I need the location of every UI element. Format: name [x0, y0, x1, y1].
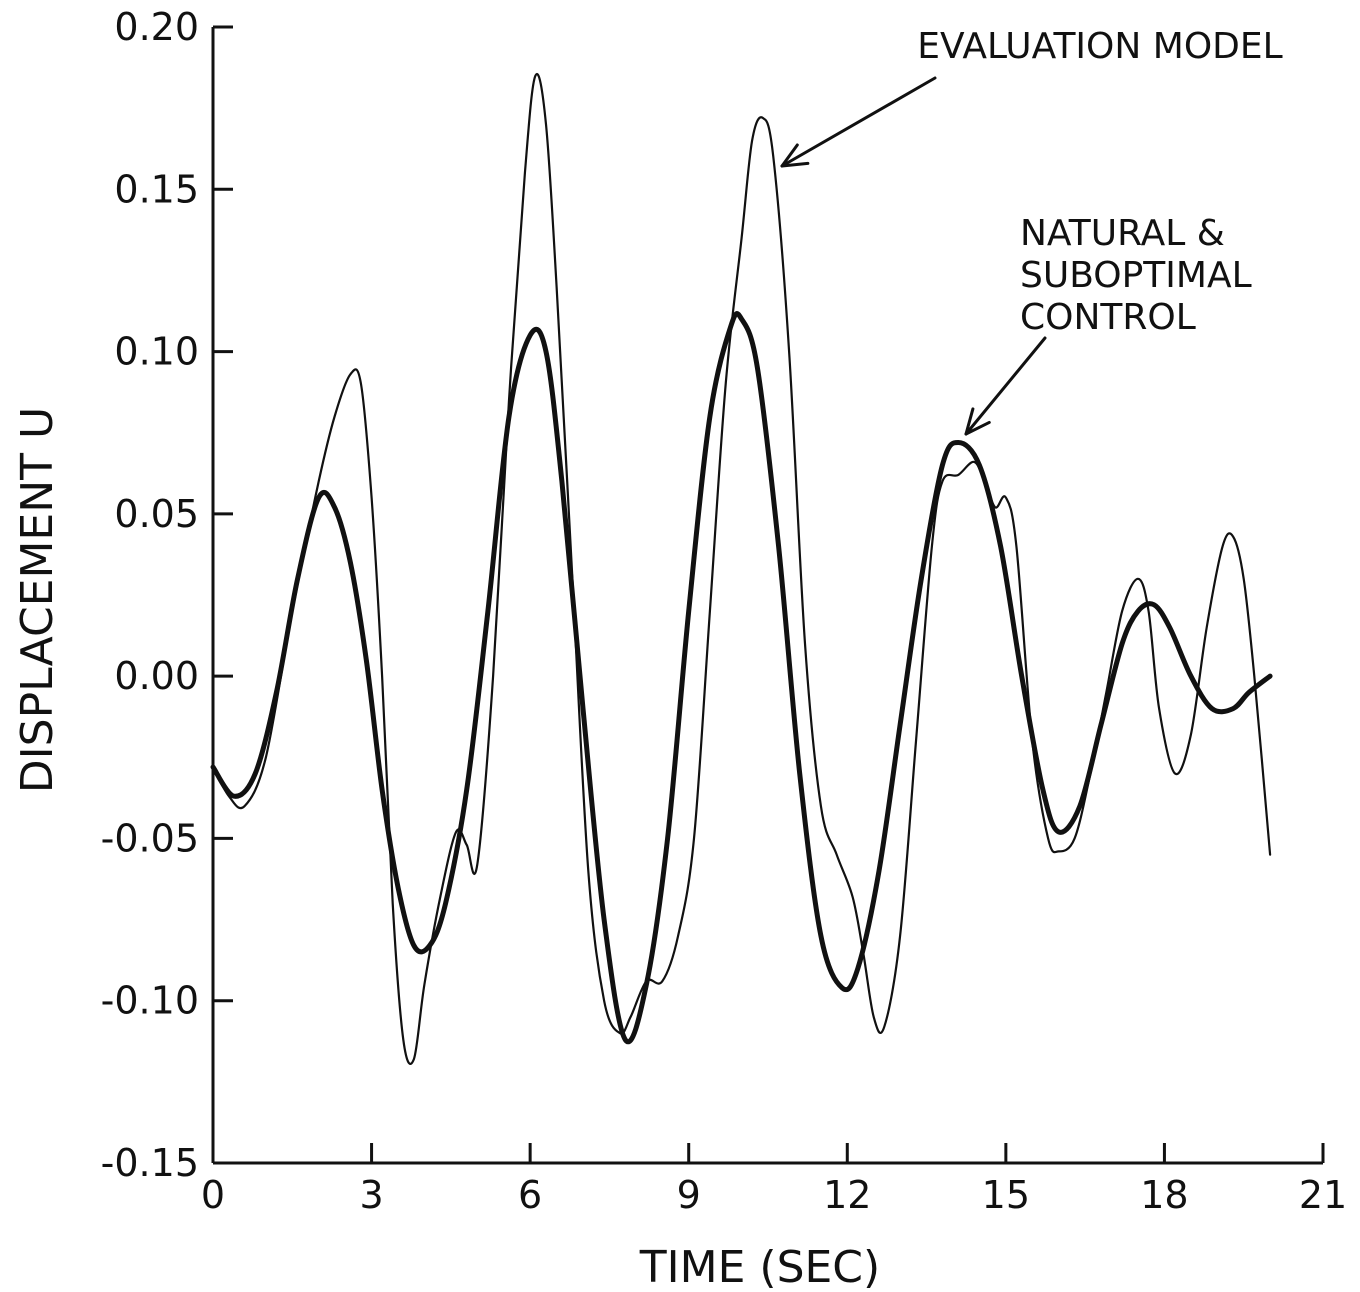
y-tick-label: 0.00 [114, 654, 199, 698]
arrow-head [964, 407, 991, 436]
y-tick-label: -0.15 [101, 1141, 199, 1185]
y-tick-label: 0.10 [114, 330, 199, 374]
y-tick-label: 0.15 [114, 167, 199, 211]
y-tick-label: -0.05 [101, 816, 199, 860]
x-tick-label: 6 [518, 1173, 542, 1217]
y-tick-label: 0.05 [114, 492, 199, 536]
control-arrow [964, 336, 1047, 436]
x-tick-label: 12 [823, 1173, 871, 1217]
evaluation-model-label: EVALUATION MODEL [917, 26, 1282, 67]
control-label-line: CONTROL [1020, 297, 1196, 338]
arrow-head [780, 143, 810, 168]
x-tick-label: 15 [982, 1173, 1030, 1217]
annotations-layer: EVALUATION MODEL NATURAL &SUBOPTIMALCONTR… [780, 26, 1283, 436]
arrow-shaft [780, 76, 937, 168]
x-tick-label: 3 [359, 1173, 383, 1217]
x-tick-label: 21 [1299, 1173, 1347, 1217]
x-tick-label: 18 [1140, 1173, 1188, 1217]
control-label-line: NATURAL & [1020, 213, 1225, 254]
natural-suboptimal-control-line [210, 311, 1273, 1045]
evaluation-model-arrow [780, 76, 937, 168]
series-layer [210, 72, 1273, 1065]
y-tick-label: -0.10 [101, 979, 199, 1023]
x-tick-label: 0 [201, 1173, 225, 1217]
x-axis-title: TIME (SEC) [639, 1242, 880, 1292]
x-tick-label: 9 [677, 1173, 701, 1217]
y-axis-title: DISPLACEMENT U [12, 407, 63, 793]
labels-layer: TIME (SEC) DISPLACEMENT U [12, 407, 880, 1292]
control-label-line: SUBOPTIMAL [1020, 255, 1252, 296]
axes: -0.15 -0.10 -0.05 0.00 0.05 0.10 0.15 0.20 0 3 6 9 1… [101, 5, 1348, 1217]
arrow-shaft [964, 336, 1047, 436]
y-tick-label: 0.20 [114, 5, 199, 49]
evaluation-model-line [211, 72, 1272, 1065]
